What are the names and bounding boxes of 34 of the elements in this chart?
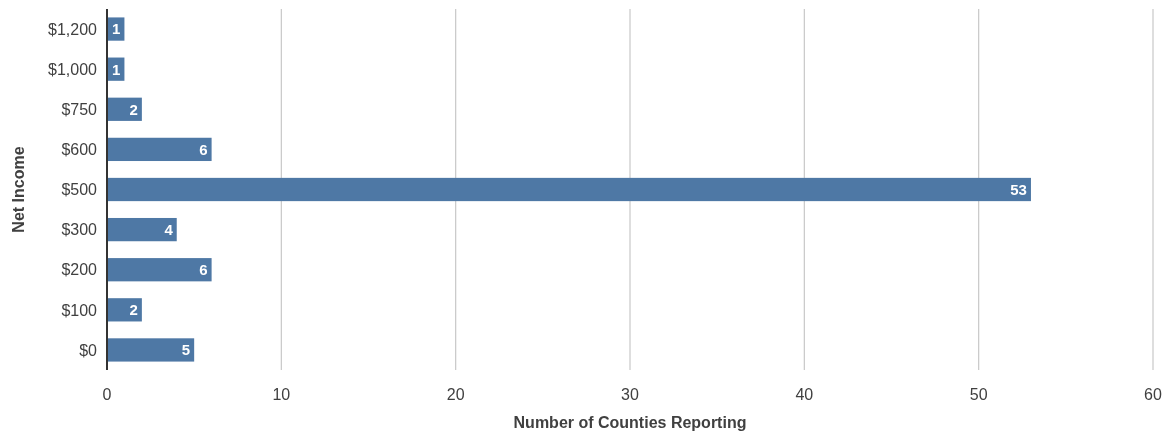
data-label: 6: [199, 140, 208, 158]
data-label: 2: [129, 301, 138, 319]
y-tick-label: $750: [61, 101, 98, 119]
bar: [107, 97, 142, 121]
data-label: 5: [181, 341, 191, 359]
y-tick-label: $1,000: [48, 60, 98, 78]
x-tick-label: 40: [795, 385, 814, 403]
data-label: 2: [129, 100, 138, 118]
x-tick-label: 10: [272, 385, 291, 403]
bar: [107, 298, 142, 322]
data-label: 1: [112, 20, 121, 38]
y-tick-label: $600: [61, 141, 98, 159]
x-axis-title: Number of Counties Reporting: [513, 413, 747, 431]
y-tick-label: $300: [61, 221, 98, 239]
x-tick-label: 20: [446, 385, 465, 403]
y-tick-label: $0: [79, 341, 98, 359]
y-axis-title: Net Income: [9, 146, 27, 233]
bar: [107, 217, 177, 242]
bar: [107, 137, 212, 162]
x-tick-label: 50: [969, 385, 988, 403]
data-label: 1: [112, 60, 121, 78]
data-label: 4: [164, 221, 174, 239]
x-tick-label: 30: [621, 385, 639, 403]
x-tick-label: 60: [1144, 385, 1162, 403]
bar: [107, 338, 195, 362]
bar: [107, 258, 212, 282]
y-tick-label: $500: [61, 181, 98, 199]
data-label: 6: [199, 261, 208, 279]
data-label: 53: [1010, 180, 1027, 198]
bar: [107, 177, 1031, 202]
y-tick-label: $100: [61, 301, 98, 319]
x-tick-label: 0: [102, 385, 112, 403]
y-tick-label: $1,200: [48, 20, 98, 38]
y-tick-label: $200: [61, 261, 98, 279]
